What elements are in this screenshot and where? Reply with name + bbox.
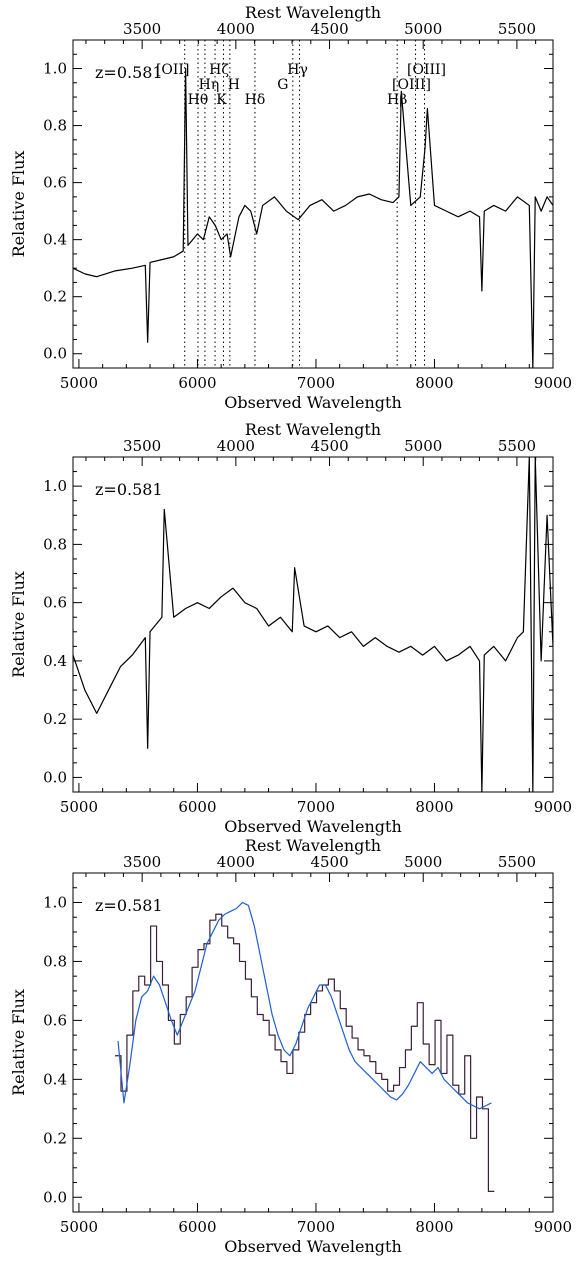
y-tick-label: 0.2 <box>43 710 67 728</box>
y-tick-label: 1.0 <box>43 893 67 911</box>
x-tick-label: 7000 <box>297 798 335 816</box>
y-tick-label: 0.6 <box>43 594 67 612</box>
top-tick-label: 4000 <box>217 20 255 38</box>
x-tick-label: 8000 <box>415 1218 453 1236</box>
y-tick-label: 0.6 <box>43 1011 67 1029</box>
spectral-line-label: [OIII] <box>407 62 446 78</box>
spectral-line-label: Hζ <box>209 62 229 78</box>
y-axis-label: Relative Flux <box>9 571 28 678</box>
y-tick-label: 0.8 <box>43 952 67 970</box>
x-tick-label: 7000 <box>297 374 335 392</box>
top-tick-label: 5500 <box>498 20 536 38</box>
y-tick-label: 0.2 <box>43 1129 67 1147</box>
plot-frame <box>72 872 554 1213</box>
spectral-line-label: [OIII] <box>392 77 431 93</box>
x-tick-label: 6000 <box>178 1218 216 1236</box>
y-tick-label: 0.4 <box>43 1070 67 1088</box>
top-tick-label: 5000 <box>404 20 442 38</box>
y-tick-label: 0.0 <box>43 345 67 363</box>
y-tick-label: 0.4 <box>43 231 67 249</box>
y-axis-label: Relative Flux <box>9 989 28 1096</box>
y-tick-label: 0.2 <box>43 288 67 306</box>
chart-panel-2: 5000 6000 7000 8000 9000 3500 4000 4500 5000 5500… <box>9 420 572 836</box>
top-tick-label: 5500 <box>498 853 536 871</box>
plot-frame <box>72 39 554 369</box>
x-tick-label: 7000 <box>297 1218 335 1236</box>
top-tick-label: 4000 <box>217 853 255 871</box>
spectral-line-label: G <box>277 77 288 93</box>
redshift-annotation: z=0.581 <box>95 896 163 915</box>
y-tick-label: 0.8 <box>43 535 67 553</box>
x-axis-label: Observed Wavelength <box>224 817 402 836</box>
y-tick-label: 1.0 <box>43 60 67 78</box>
y-axis-label: Relative Flux <box>9 151 28 258</box>
y-tick-label: 0.8 <box>43 117 67 135</box>
spectral-line-label: H <box>228 77 240 93</box>
x-tick-label: 6000 <box>178 374 216 392</box>
x-tick-label: 9000 <box>534 1218 572 1236</box>
plot-frame <box>72 456 554 793</box>
top-axis-label: Rest Wavelength <box>245 3 381 22</box>
series-group <box>73 457 553 792</box>
redshift-annotation: z=0.581 <box>95 63 163 82</box>
top-tick-label: 4000 <box>217 437 255 455</box>
top-tick-label: 5000 <box>404 853 442 871</box>
x-tick-label: 5000 <box>60 374 98 392</box>
top-axis-label: Rest Wavelength <box>245 836 381 855</box>
spectral-line-label: [OII] <box>156 62 189 78</box>
top-tick-label: 5500 <box>498 437 536 455</box>
series-group <box>115 901 495 1192</box>
x-tick-label: 8000 <box>415 798 453 816</box>
spectral-line-label: K <box>216 92 227 108</box>
series-line-2 <box>117 901 492 1110</box>
series-line-1 <box>73 457 553 792</box>
top-axis-label: Rest Wavelength <box>245 420 381 439</box>
x-tick-label: 8000 <box>415 374 453 392</box>
x-axis-label: Observed Wavelength <box>224 1237 402 1256</box>
series-group <box>73 67 553 368</box>
top-tick-label: 5000 <box>404 437 442 455</box>
y-tick-label: 0.0 <box>43 768 67 786</box>
y-tick-label: 0.4 <box>43 652 67 670</box>
spectral-line-label: Hδ <box>245 92 266 108</box>
x-axis-label: Observed Wavelength <box>224 393 402 412</box>
series-line-1 <box>115 913 495 1192</box>
y-tick-label: 1.0 <box>43 477 67 495</box>
chart-panel-1: 5000 6000 7000 8000 9000 3500 4000 4500 5000 5500… <box>9 3 572 412</box>
x-tick-label: 9000 <box>534 374 572 392</box>
x-tick-label: 9000 <box>534 798 572 816</box>
x-tick-label: 5000 <box>60 798 98 816</box>
spectral-line-label: Hβ <box>387 92 407 108</box>
top-tick-label: 4500 <box>310 437 348 455</box>
x-tick-label: 6000 <box>178 798 216 816</box>
spectral-line-label: Hθ <box>188 92 209 108</box>
x-tick-label: 5000 <box>60 1218 98 1236</box>
top-tick-label: 3500 <box>123 853 161 871</box>
top-tick-label: 3500 <box>123 437 161 455</box>
top-tick-label: 4500 <box>310 20 348 38</box>
spectral-line-label: Hη <box>199 77 220 93</box>
y-tick-label: 0.6 <box>43 174 67 192</box>
y-tick-label: 0.0 <box>43 1188 67 1206</box>
top-tick-label: 4500 <box>310 853 348 871</box>
redshift-annotation: z=0.581 <box>95 480 163 499</box>
chart-panel-3: 5000 6000 7000 8000 9000 3500 4000 4500 5000 5500… <box>9 836 572 1256</box>
series-line-1 <box>73 67 553 368</box>
top-tick-label: 3500 <box>123 20 161 38</box>
spectral-line-label: Hγ <box>287 62 308 78</box>
